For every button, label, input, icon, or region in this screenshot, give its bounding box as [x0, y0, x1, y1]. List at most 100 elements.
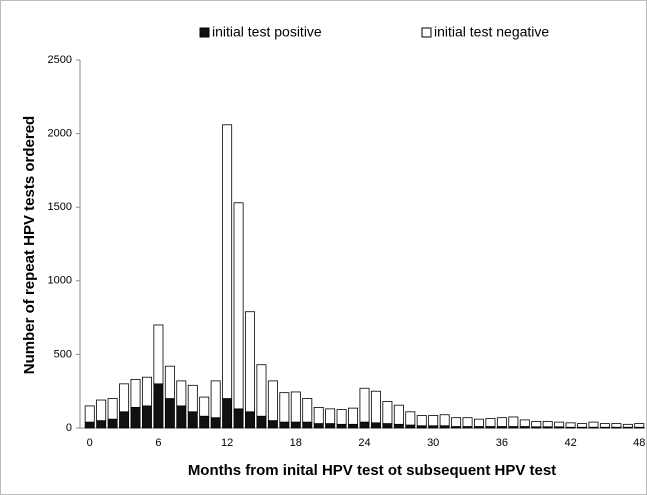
bar-segment — [153, 383, 164, 429]
bar-segment — [256, 415, 267, 429]
x-tick-label: 36 — [496, 437, 508, 449]
legend-text: initial test positive — [212, 24, 322, 40]
bar-segment — [199, 396, 210, 417]
bar-segment — [336, 423, 347, 429]
bar-segment — [382, 423, 393, 429]
bar-segment — [96, 399, 107, 422]
bar-segment — [325, 423, 336, 429]
bar-segment — [107, 418, 118, 429]
legend-swatch — [421, 27, 432, 38]
bar-segment — [496, 417, 507, 427]
bar-segment — [84, 421, 95, 429]
bar-segment — [199, 415, 210, 429]
bar-segment — [531, 420, 542, 428]
bar-segment — [634, 423, 645, 428]
bar-segment — [267, 380, 278, 422]
x-tick-label: 24 — [358, 437, 370, 449]
bar-segment — [313, 423, 324, 429]
bar-segment — [565, 422, 576, 428]
bar-segment — [210, 380, 221, 419]
bar-segment — [141, 376, 152, 407]
bar-segment — [611, 423, 622, 428]
x-tick-label: 18 — [290, 437, 302, 449]
bar-segment — [428, 415, 439, 427]
bar-segment — [176, 405, 187, 429]
bar-segment — [405, 424, 416, 429]
bar-segment — [599, 423, 610, 428]
legend-swatch — [199, 27, 210, 38]
bar-segment — [119, 411, 130, 429]
bar-segment — [187, 384, 198, 413]
bar-segment — [416, 415, 427, 427]
x-tick-label: 12 — [221, 437, 233, 449]
bar-segment — [405, 411, 416, 426]
bar-segment — [302, 421, 313, 429]
bar-segment — [187, 411, 198, 429]
bar-segment — [313, 406, 324, 424]
bar-segment — [519, 419, 530, 427]
bar-segment — [382, 401, 393, 424]
y-tick-label: 2000 — [48, 128, 72, 140]
bar-segment — [233, 202, 244, 410]
bar-segment — [370, 390, 381, 424]
bar-segment — [164, 398, 175, 429]
bar-segment — [256, 364, 267, 417]
x-tick-label: 48 — [633, 437, 645, 449]
bar-segment — [359, 421, 370, 429]
bar-segment — [290, 421, 301, 429]
bar-segment — [336, 409, 347, 425]
bar-segment — [130, 379, 141, 408]
bar-segment — [508, 416, 519, 427]
bar-segment — [370, 422, 381, 429]
bar-segment — [222, 124, 233, 399]
bar-segment — [267, 420, 278, 429]
bar-segment — [359, 387, 370, 423]
y-axis-title: Number of repeat HPV tests ordered — [21, 116, 38, 374]
bar-segment — [462, 417, 473, 427]
bar-segment — [348, 423, 359, 429]
x-tick-label: 6 — [155, 437, 161, 449]
bar-segment — [290, 391, 301, 423]
bar-segment — [245, 411, 255, 429]
x-tick-label: 42 — [564, 437, 576, 449]
bar-segment — [222, 398, 233, 429]
bar-segment — [622, 423, 633, 428]
bar-segment — [164, 365, 175, 399]
bar-segment — [542, 420, 553, 428]
x-tick-label: 30 — [427, 437, 439, 449]
x-tick-label: 0 — [87, 437, 93, 449]
bar-segment — [96, 420, 107, 429]
bar-segment — [141, 405, 152, 429]
legend-text: initial test negative — [434, 24, 549, 40]
bar-segment — [233, 408, 244, 429]
bar-segment — [393, 404, 404, 425]
y-tick-label: 1500 — [48, 201, 72, 213]
bar-segment — [130, 406, 141, 429]
y-tick-label: 2500 — [48, 54, 72, 66]
bar-segment — [119, 383, 130, 413]
bar-segment — [485, 418, 496, 427]
bar-segment — [176, 380, 187, 407]
bar-segment — [577, 423, 588, 428]
bar-segment — [348, 407, 359, 425]
bar-segment — [451, 417, 462, 427]
bar-segment — [439, 414, 450, 427]
x-axis-title: Months from inital HPV test ot subsequen… — [188, 462, 556, 479]
bar-segment — [279, 421, 290, 429]
bar-segment — [84, 405, 95, 423]
bar-segment — [474, 418, 484, 427]
bar-segment — [325, 408, 336, 424]
y-tick-label: 1000 — [48, 275, 72, 287]
bar-segment — [107, 398, 118, 420]
y-tick-label: 500 — [54, 348, 72, 360]
bar-segment — [279, 392, 290, 423]
bar-segment — [245, 311, 255, 413]
bar-segment — [153, 324, 164, 385]
y-tick-label: 0 — [66, 422, 72, 434]
bar-segment — [554, 421, 565, 428]
bar-segment — [210, 417, 221, 429]
bar-segment — [393, 423, 404, 429]
bar-segment — [588, 421, 599, 428]
bar-segment — [302, 398, 313, 423]
